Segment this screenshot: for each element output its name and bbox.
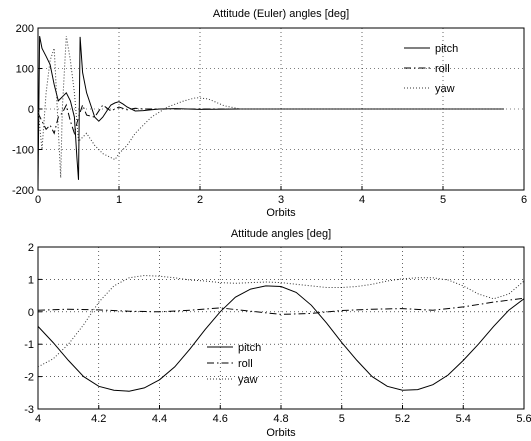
x-tick-label: 1 — [116, 194, 122, 206]
x-tick-label: 5 — [339, 413, 345, 425]
legend-label-yaw: yaw — [435, 83, 455, 95]
x-tick-label: 0 — [35, 194, 41, 206]
top-chart-title: Attitude (Euler) angles [deg] — [213, 8, 349, 20]
y-tick-label: -200 — [12, 185, 34, 197]
legend-label-yaw: yaw — [238, 374, 258, 386]
y-tick-label: -100 — [12, 145, 34, 157]
y-tick-label: -3 — [24, 404, 34, 416]
bottom-chart: Attitude angles [deg] 4 4.2 4.4 4.6 4.8 5 5.2 5… — [24, 228, 531, 439]
bottom-chart-grid — [38, 247, 524, 409]
y-tick-label: 0 — [28, 307, 34, 319]
bottom-chart-xlabel: Orbits — [266, 427, 296, 439]
series-line-yaw — [38, 274, 524, 368]
x-tick-label: 4.6 — [213, 413, 228, 425]
x-tick-label: 4 — [35, 413, 41, 425]
y-tick-label: 0 — [28, 104, 34, 116]
x-tick-label: 4.8 — [273, 413, 288, 425]
legend-label-pitch: pitch — [238, 342, 261, 354]
x-tick-label: 5.2 — [395, 413, 410, 425]
x-tick-label: 4.2 — [91, 413, 106, 425]
x-tick-label: 4 — [359, 194, 365, 206]
series-line-pitch — [38, 285, 524, 392]
x-tick-label: 4.4 — [152, 413, 167, 425]
top-chart-series — [38, 36, 504, 186]
x-tick-label: 2 — [197, 194, 203, 206]
x-tick-label: 3 — [278, 194, 284, 206]
x-tick-label: 6 — [521, 194, 527, 206]
bottom-chart-legend: pitch roll yaw — [207, 342, 261, 386]
top-chart: Attitude (Euler) angles [deg] 0 1 2 3 4 5 6 -20… — [12, 8, 527, 219]
y-tick-label: 2 — [28, 242, 34, 254]
x-tick-label: 5.4 — [456, 413, 471, 425]
legend-label-roll: roll — [238, 358, 253, 370]
top-chart-xlabel: Orbits — [266, 207, 296, 219]
y-tick-label: -2 — [24, 372, 34, 384]
top-chart-legend: pitch roll yaw — [404, 43, 458, 95]
series-line-yaw — [38, 36, 504, 178]
top-chart-ticks: 0 1 2 3 4 5 6 -200 -100 0 100 200 — [12, 23, 527, 206]
legend-label-pitch: pitch — [435, 43, 458, 55]
y-tick-label: 200 — [16, 23, 34, 35]
bottom-chart-series — [38, 274, 524, 392]
y-tick-label: -1 — [24, 339, 34, 351]
bottom-chart-title: Attitude angles [deg] — [231, 228, 331, 240]
bottom-chart-ticks: 4 4.2 4.4 4.6 4.8 5 5.2 5.4 5.6 -3 -2 -1 0 1 2 — [24, 242, 531, 425]
y-tick-label: 1 — [28, 274, 34, 286]
legend-label-roll: roll — [435, 63, 450, 75]
x-tick-label: 5.6 — [516, 413, 531, 425]
series-line-roll — [38, 103, 504, 136]
x-tick-label: 5 — [440, 194, 446, 206]
y-tick-label: 100 — [16, 64, 34, 76]
